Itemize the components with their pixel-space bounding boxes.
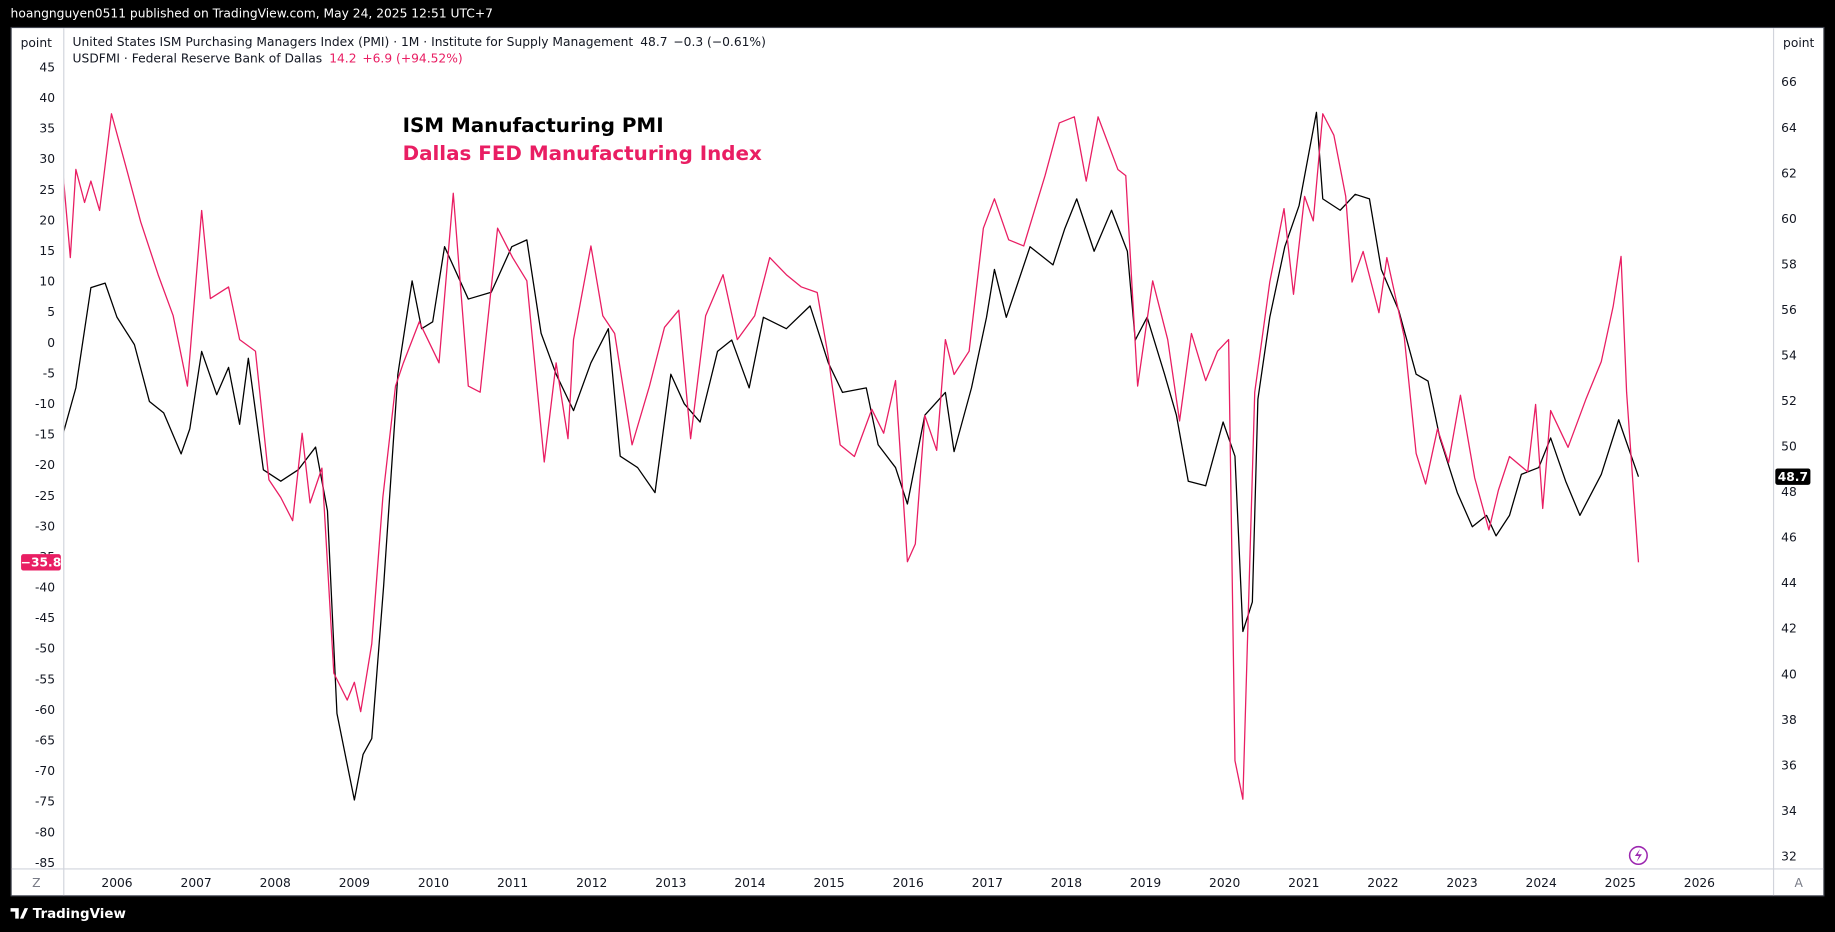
legend-row: USDFMI · Federal Reserve Bank of Dallas 1… [73, 51, 463, 65]
y2-tick-label: 64 [1781, 121, 1797, 135]
x-tick-label: 2024 [1526, 876, 1557, 890]
legend-change: −0.3 (−0.61%) [673, 35, 766, 49]
x-tick-label: 2010 [418, 876, 449, 890]
y-tick-label: -70 [35, 764, 55, 778]
y2-tick-label: 48 [1781, 485, 1797, 499]
price-badge [21, 554, 61, 571]
y-tick-label: -65 [35, 734, 55, 748]
x-tick-label: 2014 [734, 876, 765, 890]
y2-tick-label: 38 [1781, 713, 1797, 727]
legend-change: +6.9 (+94.52%) [362, 51, 462, 65]
x-tick-label: 2009 [339, 876, 370, 890]
legend-name: United States ISM Purchasing Managers In… [73, 35, 634, 49]
auto-scale-button[interactable]: A [1795, 876, 1804, 890]
x-tick-label: 2017 [972, 876, 1003, 890]
y2-tick-label: 66 [1781, 75, 1797, 89]
y2-tick-label: 32 [1781, 849, 1797, 863]
x-tick-label: 2016 [893, 876, 924, 890]
y2-tick-label: 60 [1781, 212, 1797, 226]
plot-area [64, 111, 1640, 801]
series-line [64, 111, 1640, 801]
price-badge [1775, 468, 1811, 485]
legend-last: 48.7 [640, 35, 667, 49]
y-tick-label: -45 [35, 611, 55, 625]
lightning-bolt[interactable] [1634, 849, 1642, 862]
y2-tick-label: 56 [1781, 303, 1797, 317]
price-badge-label: −35.8 [21, 555, 62, 569]
lightning-circle[interactable] [1628, 845, 1648, 866]
x-tick-label: 2011 [497, 876, 528, 890]
y-tick-label: -85 [35, 856, 55, 870]
x-tick-label: 2015 [813, 876, 844, 890]
y2-tick-label: 44 [1781, 576, 1797, 590]
x-tick-label: 2008 [260, 876, 291, 890]
x-tick-label: 2012 [576, 876, 607, 890]
y-tick-label: 35 [39, 122, 55, 136]
y-tick-label: 40 [39, 91, 55, 105]
y-tick-label: -25 [35, 489, 55, 503]
price-badge-label: 48.7 [1778, 470, 1808, 484]
right-axis-unit: point [1783, 36, 1814, 50]
y-tick-label: -5 [43, 366, 55, 380]
legend-row: United States ISM Purchasing Managers In… [73, 35, 766, 49]
y2-tick-label: 62 [1781, 166, 1797, 180]
y2-tick-label: 46 [1781, 531, 1797, 545]
y-tick-label: 30 [39, 152, 55, 166]
y2-tick-label: 36 [1781, 758, 1797, 772]
x-tick-label: 2023 [1446, 876, 1477, 890]
chart-frame [10, 26, 1825, 897]
legend-name: USDFMI · Federal Reserve Bank of Dallas [73, 51, 323, 65]
y-tick-label: -15 [35, 428, 55, 442]
y-tick-label: 5 [47, 305, 55, 319]
x-tick-label: 2020 [1209, 876, 1240, 890]
y2-tick-label: 34 [1781, 804, 1797, 818]
x-tick-label: 2019 [1130, 876, 1161, 890]
y-tick-label: 20 [39, 213, 55, 227]
y-tick-label: 0 [47, 336, 55, 350]
y-tick-label: -80 [35, 825, 55, 839]
y2-tick-label: 52 [1781, 394, 1797, 408]
y2-tick-label: 42 [1781, 622, 1797, 636]
y-tick-label: 15 [39, 244, 55, 258]
y-tick-label: -30 [35, 519, 55, 533]
x-tick-label: 2006 [101, 876, 132, 890]
y-tick-label: -60 [35, 703, 55, 717]
x-tick-label: 2026 [1684, 876, 1715, 890]
y-tick-label: -40 [35, 581, 55, 595]
y2-tick-label: 54 [1781, 348, 1797, 362]
annotation: Dallas FED Manufacturing Index [403, 142, 762, 165]
y2-tick-label: 40 [1781, 667, 1797, 681]
annotation: ISM Manufacturing PMI [403, 114, 664, 137]
y-tick-label: 10 [39, 275, 55, 289]
y-tick-label: -20 [35, 458, 55, 472]
zoom-button[interactable]: Z [32, 876, 40, 890]
x-tick-label: 2013 [655, 876, 686, 890]
series-line [64, 113, 1640, 800]
y-tick-label: -75 [35, 795, 55, 809]
x-tick-label: 2018 [1051, 876, 1082, 890]
y-tick-label: -10 [35, 397, 55, 411]
y-tick-label: 45 [39, 60, 55, 74]
y-tick-label: 25 [39, 183, 55, 197]
x-tick-label: 2025 [1605, 876, 1636, 890]
lightning-icon[interactable] [1628, 845, 1648, 866]
x-tick-label: 2007 [181, 876, 212, 890]
left-axis-unit: point [21, 36, 52, 50]
y-tick-label: -55 [35, 672, 55, 686]
x-tick-label: 2022 [1367, 876, 1398, 890]
footer-brand: TradingView [33, 907, 126, 922]
y-tick-label: -50 [35, 642, 55, 656]
publish-header: hoangnguyen0511 published on TradingView… [11, 7, 493, 21]
x-tick-label: 2021 [1288, 876, 1319, 890]
logo-icon [10, 908, 29, 919]
y2-tick-label: 50 [1781, 440, 1797, 454]
footer-logo: TradingView [10, 907, 126, 922]
legend-last: 14.2 [329, 51, 356, 65]
y2-tick-label: 58 [1781, 257, 1797, 271]
